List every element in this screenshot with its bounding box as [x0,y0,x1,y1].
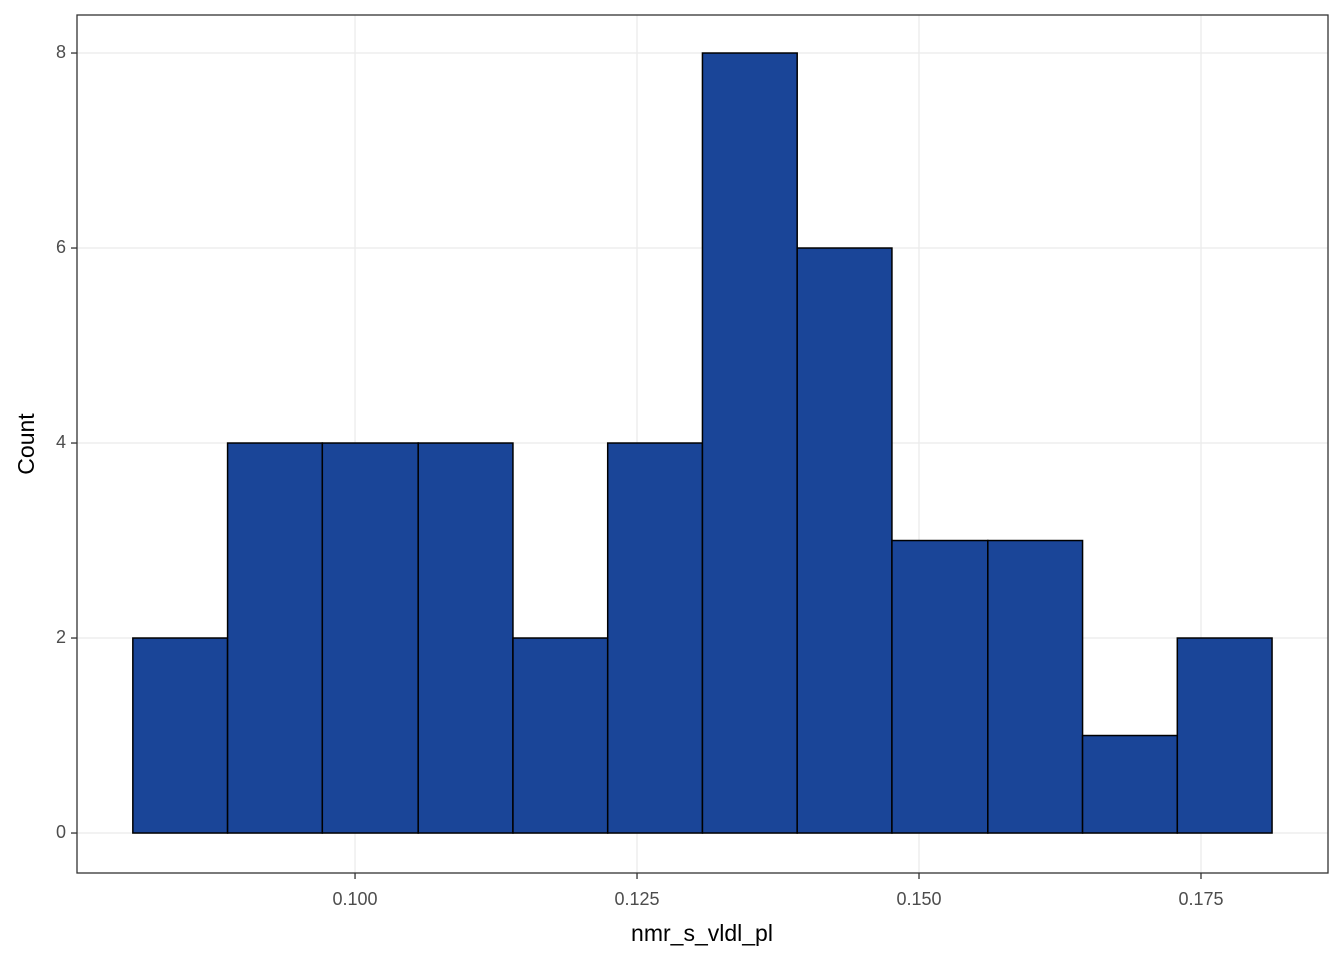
histogram-bar [132,637,229,834]
x-tick-label: 0.175 [1178,889,1223,909]
histogram-bar [891,539,989,834]
y-tick-label: 0 [56,822,66,842]
x-tick-label: 0.125 [614,889,659,909]
histogram-bar [321,442,419,834]
histogram-bar [1081,734,1179,834]
histogram-bar [417,442,514,834]
histogram-bar [226,442,324,834]
x-tick-label: 0.150 [896,889,941,909]
histogram-bar [1176,637,1273,834]
x-tick-label: 0.100 [333,889,378,909]
y-tick-label: 8 [56,42,66,62]
y-tick-label: 6 [56,237,66,257]
y-tick-label: 4 [56,432,66,452]
histogram-bar [606,442,704,834]
histogram-bar [512,637,609,834]
plot-border [76,14,1329,874]
histogram-bar [796,247,893,834]
histogram-bar [701,52,798,834]
histogram-bar [987,539,1084,834]
y-tick-label: 2 [56,627,66,647]
y-axis-title: Count [13,413,39,475]
x-axis-title: nmr_s_vldl_pl [631,920,773,946]
